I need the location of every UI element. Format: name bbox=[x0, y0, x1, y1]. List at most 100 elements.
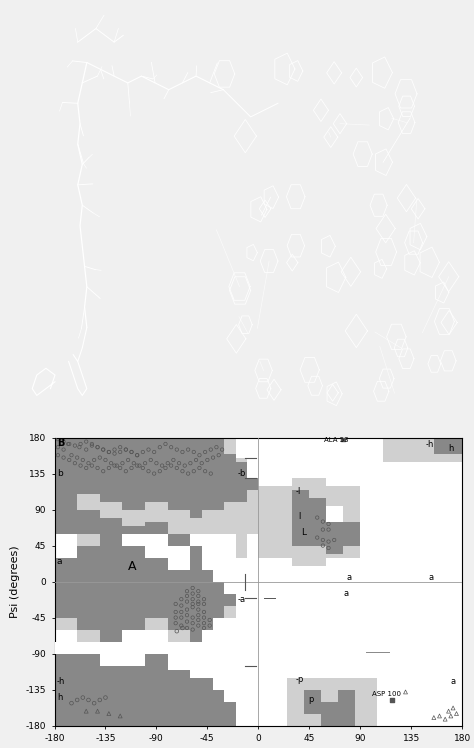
Bar bbox=[55, 533, 77, 557]
Point bbox=[319, 515, 327, 527]
Point bbox=[187, 457, 194, 469]
Point bbox=[189, 588, 196, 600]
Point bbox=[65, 438, 73, 450]
Point bbox=[313, 512, 321, 524]
Point bbox=[181, 459, 189, 471]
Point bbox=[94, 462, 101, 474]
Point bbox=[207, 468, 215, 479]
Point bbox=[325, 524, 332, 536]
Point bbox=[130, 457, 137, 469]
Point bbox=[100, 465, 107, 477]
Point bbox=[325, 536, 332, 548]
Polygon shape bbox=[55, 642, 77, 654]
Point bbox=[117, 446, 124, 458]
Point bbox=[183, 590, 191, 602]
Point bbox=[156, 441, 164, 453]
Point bbox=[194, 585, 202, 597]
Polygon shape bbox=[326, 506, 343, 521]
Point bbox=[173, 625, 181, 637]
Text: ASP 100: ASP 100 bbox=[372, 691, 401, 697]
Point bbox=[145, 444, 152, 456]
Text: B: B bbox=[57, 438, 64, 447]
Point bbox=[189, 582, 196, 594]
Point bbox=[88, 459, 96, 471]
Point bbox=[94, 441, 101, 453]
Point bbox=[113, 459, 120, 471]
Point bbox=[183, 609, 191, 621]
Point bbox=[183, 595, 191, 607]
Point bbox=[133, 450, 141, 462]
Text: A: A bbox=[128, 560, 137, 572]
Text: a: a bbox=[428, 573, 433, 582]
Polygon shape bbox=[100, 654, 122, 666]
Point bbox=[94, 441, 101, 453]
Point bbox=[153, 457, 160, 469]
Point bbox=[96, 452, 104, 464]
Point bbox=[189, 601, 196, 613]
Point bbox=[319, 524, 327, 536]
Polygon shape bbox=[258, 477, 360, 565]
Point bbox=[196, 462, 203, 474]
Polygon shape bbox=[304, 690, 355, 726]
Point bbox=[150, 468, 158, 479]
Point bbox=[111, 444, 118, 456]
Point bbox=[117, 462, 124, 474]
Point bbox=[73, 452, 81, 464]
Point bbox=[173, 444, 181, 456]
Point bbox=[73, 694, 81, 706]
Polygon shape bbox=[292, 490, 360, 554]
Point bbox=[71, 457, 79, 469]
Point bbox=[184, 444, 192, 456]
Point bbox=[325, 518, 332, 530]
Point bbox=[76, 441, 83, 453]
Text: l: l bbox=[298, 512, 301, 521]
Point bbox=[178, 619, 185, 631]
Point bbox=[200, 617, 208, 629]
Point bbox=[122, 465, 129, 477]
Point bbox=[105, 446, 113, 458]
Polygon shape bbox=[434, 438, 462, 453]
Point bbox=[172, 598, 180, 610]
Polygon shape bbox=[55, 521, 236, 642]
Point bbox=[201, 446, 209, 458]
Polygon shape bbox=[383, 438, 462, 462]
Point bbox=[54, 450, 62, 462]
Point bbox=[183, 622, 191, 634]
Point bbox=[172, 612, 180, 624]
Point bbox=[200, 622, 208, 634]
Point bbox=[77, 438, 84, 450]
Point bbox=[105, 708, 113, 720]
Point bbox=[194, 590, 202, 602]
Point bbox=[117, 710, 124, 722]
Point bbox=[64, 438, 72, 450]
Point bbox=[139, 462, 146, 474]
Point bbox=[147, 454, 155, 466]
Point bbox=[175, 457, 183, 469]
Point bbox=[436, 710, 443, 722]
Point bbox=[200, 612, 208, 624]
Point bbox=[319, 539, 327, 551]
Point bbox=[54, 441, 62, 453]
Text: -p: -p bbox=[296, 675, 304, 684]
Point bbox=[124, 454, 132, 466]
Point bbox=[101, 454, 109, 466]
Point bbox=[85, 457, 92, 469]
Point bbox=[194, 609, 202, 621]
Text: p: p bbox=[308, 695, 313, 704]
Point bbox=[156, 465, 164, 477]
Polygon shape bbox=[55, 642, 236, 726]
Point bbox=[206, 614, 213, 626]
Point bbox=[170, 454, 177, 466]
Text: -h: -h bbox=[57, 677, 65, 686]
Polygon shape bbox=[55, 438, 258, 557]
Point bbox=[82, 435, 90, 447]
Point bbox=[105, 446, 113, 458]
Point bbox=[173, 462, 181, 474]
Point bbox=[189, 593, 196, 605]
Point bbox=[203, 454, 211, 466]
Point bbox=[68, 450, 75, 462]
Point bbox=[178, 600, 185, 612]
Point bbox=[179, 465, 186, 477]
Point bbox=[122, 444, 129, 456]
Point bbox=[200, 598, 208, 610]
